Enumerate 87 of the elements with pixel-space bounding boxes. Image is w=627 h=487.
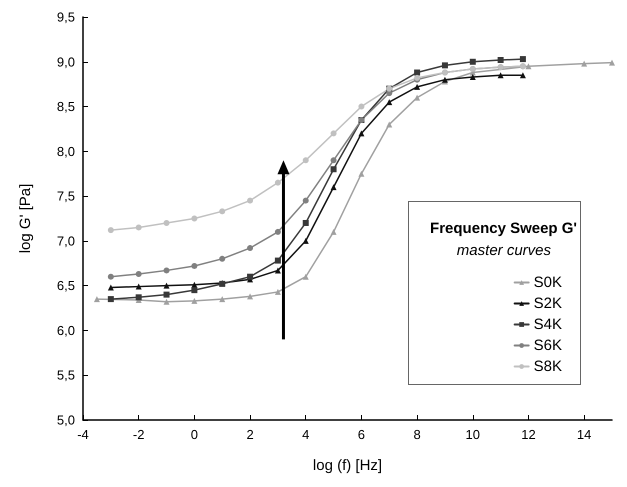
point <box>330 184 337 190</box>
x-axis-title: log (f) [Hz] <box>312 457 382 474</box>
point <box>164 282 170 289</box>
point <box>470 58 476 65</box>
y-tick-label: 5,0 <box>56 412 75 428</box>
point <box>358 170 364 177</box>
legend-label: S0K <box>534 274 562 291</box>
point <box>164 298 170 305</box>
y-tick-label: 7,5 <box>56 188 75 204</box>
point <box>219 208 226 214</box>
y-tick-label: 6,0 <box>56 322 75 338</box>
point <box>302 198 309 204</box>
point <box>358 130 364 136</box>
x-tick-label: 8 <box>413 427 421 442</box>
x-tick-label: -4 <box>77 427 89 442</box>
point <box>330 228 337 235</box>
point <box>358 104 364 110</box>
point <box>525 63 532 70</box>
point <box>94 296 100 302</box>
point <box>247 274 254 280</box>
point <box>136 224 142 230</box>
y-tick-label: 9,5 <box>56 10 75 24</box>
point <box>274 180 281 186</box>
point <box>219 296 226 302</box>
point <box>498 56 504 63</box>
point <box>386 121 392 128</box>
point <box>247 245 254 252</box>
point <box>302 157 309 164</box>
point <box>414 84 420 90</box>
y-tick-label: 8,5 <box>56 99 75 114</box>
point <box>609 60 615 66</box>
y-axis-title: log G' [Pa] <box>17 184 34 254</box>
point <box>247 293 254 300</box>
point <box>219 256 226 262</box>
point <box>386 99 392 106</box>
point <box>302 274 309 280</box>
point <box>164 267 170 274</box>
y-tick-label: 6,5 <box>56 278 75 294</box>
annotation: master curves <box>456 242 552 259</box>
point <box>247 198 254 204</box>
point <box>414 70 420 76</box>
point <box>136 271 142 278</box>
point <box>414 94 420 101</box>
point <box>520 56 526 62</box>
x-tick-label: 6 <box>358 427 366 442</box>
point <box>302 220 309 226</box>
point <box>108 227 114 234</box>
point <box>498 72 504 78</box>
point <box>330 157 337 164</box>
point <box>302 238 309 244</box>
legend-label: S4K <box>534 316 562 333</box>
point <box>442 62 448 68</box>
point <box>164 220 170 226</box>
legend-label: S8K <box>534 358 562 375</box>
y-tick-label: 9,0 <box>56 54 75 70</box>
point <box>108 274 114 280</box>
point <box>520 72 526 78</box>
point <box>274 288 281 295</box>
point <box>136 284 142 290</box>
y-tick-label: 5,5 <box>56 368 75 383</box>
x-tick-label: -2 <box>132 427 144 442</box>
legend-title: Frequency Sweep G' <box>430 220 578 237</box>
point <box>274 258 281 264</box>
x-tick-label: 0 <box>190 427 198 442</box>
point <box>191 287 198 294</box>
x-tick-label: 2 <box>246 427 254 442</box>
point <box>108 296 114 302</box>
x-tick-label: 12 <box>521 427 536 442</box>
point <box>581 60 588 67</box>
point <box>108 284 114 290</box>
x-tick-label: 4 <box>302 427 310 442</box>
y-tick-label: 8,0 <box>56 144 75 159</box>
legend-label: S6K <box>534 337 562 354</box>
point <box>470 74 476 80</box>
point <box>330 166 337 172</box>
point <box>191 298 198 304</box>
point <box>191 216 198 222</box>
point <box>191 262 198 269</box>
point <box>164 292 170 298</box>
legend-label: S2K <box>534 295 562 312</box>
y-tick-label: 7,0 <box>56 233 75 248</box>
point <box>274 267 281 274</box>
x-tick-label: 10 <box>466 427 480 442</box>
point <box>274 228 281 235</box>
x-tick-label: 14 <box>576 427 592 442</box>
point <box>330 130 337 136</box>
point <box>136 294 142 300</box>
